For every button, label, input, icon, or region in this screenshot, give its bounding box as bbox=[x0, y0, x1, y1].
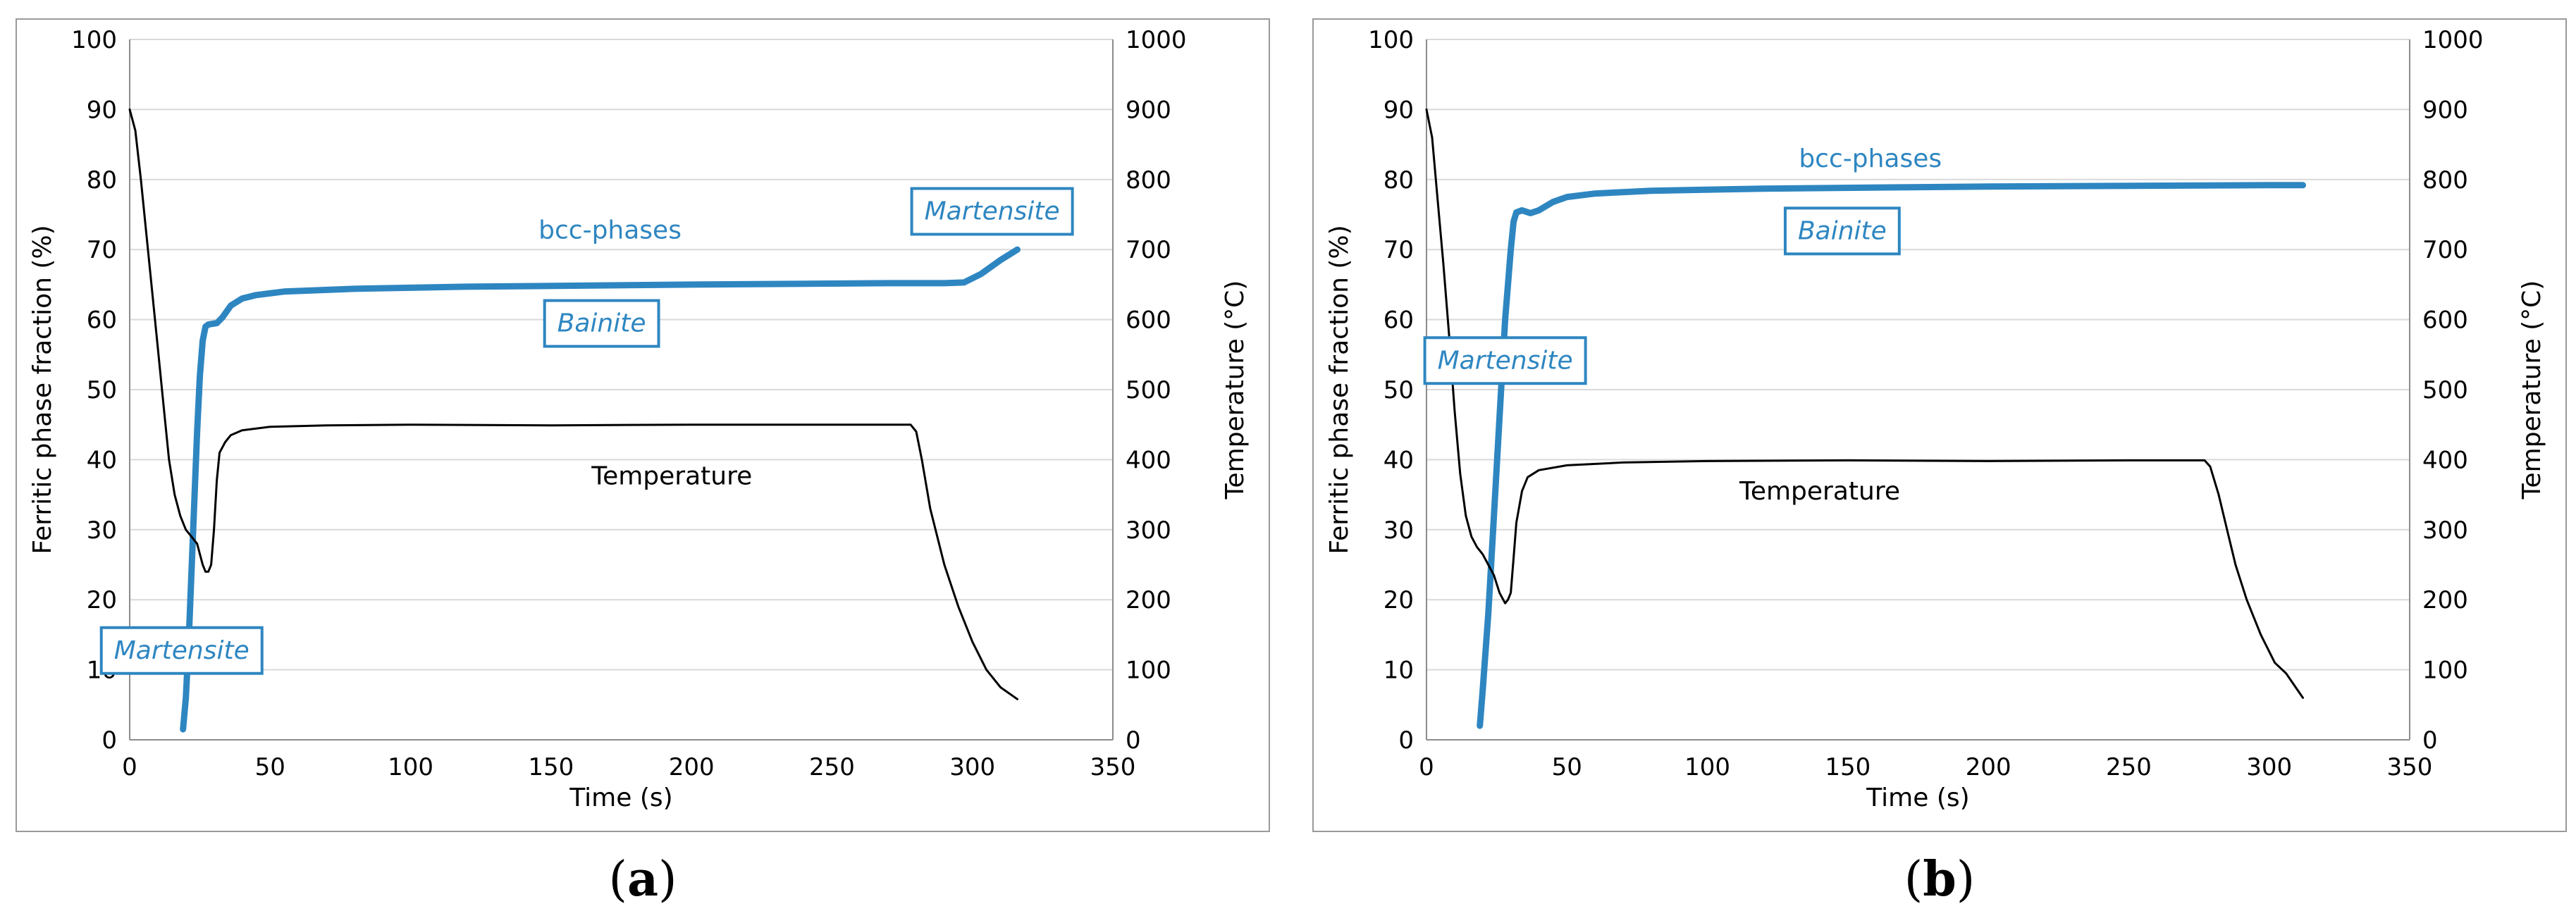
y-right-tick-label: 300 bbox=[2422, 516, 2468, 545]
y-left-tick-label: 30 bbox=[1383, 516, 1414, 545]
y-right-tick-label: 500 bbox=[2422, 376, 2468, 404]
chart-panel-b: 0 10 20 30 40 50 60 70 80 90 100 0 100 200 300 400 500 60… bbox=[1312, 18, 2567, 832]
y-left-tick-label: 90 bbox=[87, 96, 117, 124]
y-left-tick-label: 60 bbox=[1383, 306, 1414, 335]
x-tick-label: 200 bbox=[1966, 753, 2011, 781]
x-tick-label: 50 bbox=[255, 753, 285, 781]
y-right-tick-label: 300 bbox=[1126, 516, 1171, 545]
annotation-frame bbox=[1783, 206, 1901, 256]
y-right-tick-label: 700 bbox=[2422, 236, 2468, 264]
annotation-text: Martensite bbox=[925, 197, 1060, 226]
y-left-tick-label: 70 bbox=[1383, 236, 1414, 264]
y-right-tick-label: 400 bbox=[1126, 446, 1171, 474]
y-right-tick-label: 1000 bbox=[2422, 26, 2484, 54]
y-right-tick-label: 500 bbox=[1126, 376, 1171, 404]
annotation-text: Martensite bbox=[114, 636, 249, 665]
y-right-tick-label: 600 bbox=[2422, 306, 2468, 335]
y-left-tick-label: 100 bbox=[71, 26, 117, 54]
y-left-tick-label: 70 bbox=[87, 236, 117, 264]
x-tick-label: 100 bbox=[1684, 753, 1730, 781]
caption-a: (a) bbox=[608, 851, 677, 907]
temperature-series-line bbox=[1425, 108, 2304, 699]
y-left-tick-label: 100 bbox=[1368, 26, 1414, 54]
y-right-tick-label: 900 bbox=[2422, 96, 2468, 124]
y-left-tick-label: 80 bbox=[1383, 166, 1414, 194]
x-tick-label: 250 bbox=[809, 753, 855, 781]
annotation-text: Temperature bbox=[1739, 477, 1900, 506]
x-tick-label: 150 bbox=[528, 753, 574, 781]
chart-panel-a: 0102030405060708090100010020030040050060… bbox=[16, 18, 1270, 832]
y-left-tick-label: 60 bbox=[87, 306, 117, 335]
y-right-tick-label: 0 bbox=[2422, 726, 2438, 755]
bcc-phases-series-line bbox=[1477, 182, 2306, 729]
annotation-text: Bainite bbox=[557, 309, 646, 338]
y-left-tick-label: 20 bbox=[1383, 586, 1414, 614]
x-axis-title: Time (s) bbox=[1866, 783, 1969, 812]
y-left-tick-label: 80 bbox=[87, 166, 117, 194]
annotation-text: bcc-phases bbox=[538, 216, 682, 244]
y-left-tick-label: 40 bbox=[87, 446, 117, 474]
caption-b: (b) bbox=[1904, 851, 1976, 907]
x-tick-label: 0 bbox=[1419, 753, 1434, 781]
x-tick-label: 350 bbox=[1090, 753, 1136, 781]
y-right-axis-title: Temperature (°C) bbox=[2518, 280, 2546, 500]
x-axis-title: Time (s) bbox=[569, 783, 672, 812]
y-left-tick-label: 50 bbox=[1383, 376, 1414, 404]
annotation-box: Martensite bbox=[99, 626, 264, 675]
y-right-tick-label: 700 bbox=[1126, 236, 1171, 264]
annotation-text: Martensite bbox=[1438, 346, 1573, 375]
temperature-series-line bbox=[128, 108, 1018, 700]
y-right-tick-label: 200 bbox=[1126, 586, 1171, 614]
annotation-label: Temperature bbox=[591, 462, 752, 490]
x-tick-label: 300 bbox=[2246, 753, 2292, 781]
y-right-tick-label: 0 bbox=[1126, 726, 1141, 755]
y-left-tick-label: 0 bbox=[101, 726, 117, 755]
y-left-tick-label: 30 bbox=[87, 516, 117, 545]
y-right-tick-label: 800 bbox=[2422, 166, 2468, 194]
y-left-axis-title: Ferritic phase fraction (%) bbox=[1325, 225, 1354, 554]
x-tick-label: 150 bbox=[1825, 753, 1871, 781]
chart-b: 0102030405060708090100010020030040050060… bbox=[1325, 26, 2546, 812]
y-right-tick-label: 1000 bbox=[1126, 26, 1187, 54]
annotation-label: bcc-phases bbox=[538, 216, 682, 244]
annotation-box: Martensite bbox=[1423, 336, 1587, 385]
y-left-tick-label: 20 bbox=[87, 586, 117, 614]
chart-a: 0102030405060708090100010020030040050060… bbox=[28, 26, 1250, 812]
annotation-box: Martensite bbox=[910, 187, 1074, 236]
y-left-tick-label: 50 bbox=[87, 376, 117, 404]
annotation-frame bbox=[1423, 336, 1587, 385]
y-right-axis-title: Temperature (°C) bbox=[1221, 280, 1250, 500]
x-tick-label: 350 bbox=[2387, 753, 2433, 781]
y-left-tick-label: 0 bbox=[1398, 726, 1414, 755]
y-left-tick-label: 10 bbox=[1383, 657, 1414, 685]
annotation-text: Bainite bbox=[1798, 216, 1887, 245]
x-tick-label: 300 bbox=[949, 753, 995, 781]
annotation-frame bbox=[910, 187, 1074, 236]
annotation-text: bcc-phases bbox=[1799, 144, 1942, 173]
annotation-label: Temperature bbox=[1739, 477, 1900, 506]
annotation-frame bbox=[99, 626, 264, 675]
bcc-phases-series-line bbox=[180, 246, 1021, 733]
y-left-tick-label: 90 bbox=[1383, 96, 1414, 124]
x-tick-label: 0 bbox=[122, 753, 137, 781]
y-right-tick-label: 400 bbox=[2422, 446, 2468, 474]
y-right-tick-label: 800 bbox=[1126, 166, 1171, 194]
y-right-tick-label: 200 bbox=[2422, 586, 2468, 614]
y-right-tick-label: 900 bbox=[1126, 96, 1171, 124]
annotation-label: bcc-phases bbox=[1799, 144, 1942, 173]
y-right-tick-label: 100 bbox=[2422, 657, 2468, 685]
y-right-tick-label: 100 bbox=[1126, 657, 1171, 685]
y-left-axis-title: Ferritic phase fraction (%) bbox=[28, 225, 57, 554]
x-tick-label: 100 bbox=[388, 753, 433, 781]
annotation-box: Bainite bbox=[1783, 206, 1901, 256]
annotation-frame bbox=[543, 299, 660, 348]
x-tick-label: 200 bbox=[669, 753, 715, 781]
y-right-tick-label: 600 bbox=[1126, 306, 1171, 335]
x-tick-label: 250 bbox=[2106, 753, 2152, 781]
annotation-text: Temperature bbox=[591, 462, 752, 490]
x-tick-label: 50 bbox=[1552, 753, 1582, 781]
annotation-box: Bainite bbox=[543, 299, 660, 348]
y-left-tick-label: 40 bbox=[1383, 446, 1414, 474]
